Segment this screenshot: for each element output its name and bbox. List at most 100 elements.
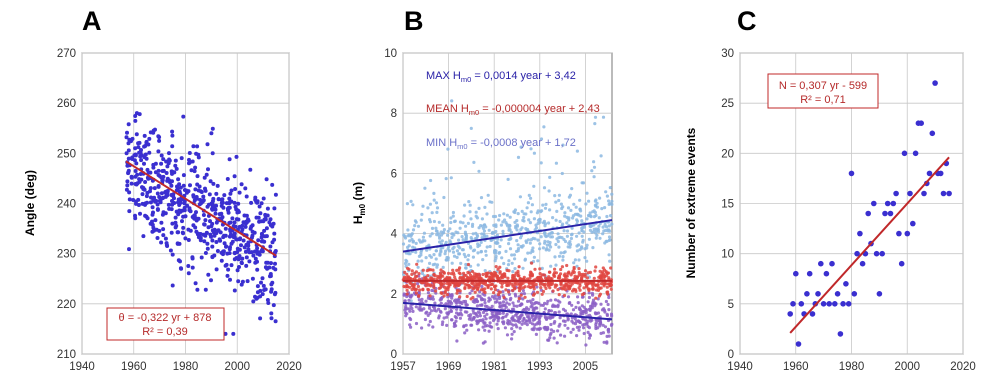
panel-b-point xyxy=(441,223,445,227)
panel-b-point xyxy=(510,288,515,292)
panel-b-point xyxy=(565,221,569,225)
panel-b-point xyxy=(577,325,582,329)
panel-a-point xyxy=(253,294,257,299)
panel-b-point xyxy=(483,328,487,332)
panel-a-point xyxy=(243,249,248,254)
panel-b-point xyxy=(494,314,498,318)
panel-b-point xyxy=(588,211,592,215)
panel-a-point xyxy=(195,174,200,179)
panel-b-point xyxy=(598,286,602,290)
panel-b-point xyxy=(518,303,523,307)
panel-b-point xyxy=(522,277,526,281)
panel-c-point xyxy=(829,260,835,267)
panel-b-point xyxy=(428,311,432,315)
panel-b-point xyxy=(499,276,503,280)
panel-b-point xyxy=(594,312,598,316)
panel-a-point xyxy=(171,170,176,175)
panel-b-point xyxy=(466,270,470,275)
panel-b-point xyxy=(405,283,409,287)
panel-a-ytick-label: 230 xyxy=(57,249,76,261)
panel-b-point xyxy=(538,242,542,246)
panel-b-point xyxy=(420,281,425,285)
panel-a-point xyxy=(229,263,234,268)
panel-b-point xyxy=(605,273,609,278)
panel-b-point xyxy=(431,263,435,267)
panel-b-point xyxy=(548,175,552,179)
panel-b-point xyxy=(582,331,586,336)
panel-a-ytick-label: 270 xyxy=(57,48,76,60)
panel-b-point xyxy=(444,177,448,181)
panel-b-point xyxy=(610,192,614,196)
panel-b-point xyxy=(450,99,454,103)
panel-a-point xyxy=(196,235,201,240)
panel-b-point xyxy=(608,238,612,242)
panel-b-point xyxy=(453,283,457,287)
panel-b-point xyxy=(597,294,602,298)
panel-a-point xyxy=(264,234,269,239)
panel-a-xtick-label: 1980 xyxy=(173,361,199,373)
panel-a-point xyxy=(165,244,170,248)
panel-b-point xyxy=(417,272,421,276)
panel-a-point xyxy=(245,279,250,284)
panel-a-point xyxy=(249,200,254,205)
panel-b-point xyxy=(582,326,586,330)
panel-b-point xyxy=(487,296,491,300)
panel-b-point xyxy=(577,258,581,262)
panel-b-point xyxy=(574,305,578,309)
panel-b-point xyxy=(508,215,512,219)
panel-b-point xyxy=(427,323,431,327)
panel-a-point xyxy=(195,287,200,292)
panel-b-point xyxy=(502,212,506,216)
panel-b-point xyxy=(534,282,538,286)
panel-a-point xyxy=(261,196,266,201)
panel-b-point xyxy=(409,282,413,286)
panel-b-point xyxy=(463,286,467,291)
panel-a-point xyxy=(209,278,213,283)
panel-b-point xyxy=(410,269,414,273)
panel-a-point xyxy=(229,188,234,193)
panel-b-point xyxy=(420,297,424,301)
panel-a-point xyxy=(177,182,182,187)
panel-b-point xyxy=(457,252,462,256)
panel-a-point xyxy=(237,247,242,252)
panel-b-point xyxy=(530,322,535,326)
panel-b-point xyxy=(576,301,580,305)
panel-b-point xyxy=(480,284,484,289)
panel-a-point xyxy=(257,219,262,224)
panel-b-point xyxy=(548,208,552,212)
panel-b-point xyxy=(525,206,529,210)
panel-b-point xyxy=(580,293,585,297)
panel-b-point xyxy=(539,137,544,141)
panel-a-point xyxy=(143,213,148,218)
panel-b-point xyxy=(438,281,442,285)
panel-c-point xyxy=(820,301,827,307)
panel-b-point xyxy=(471,249,475,253)
panel-b-point xyxy=(429,309,434,313)
panel-b-trend-line xyxy=(402,301,613,321)
panel-b-point xyxy=(444,258,448,262)
panel-a-point xyxy=(178,185,183,190)
panel-a-point xyxy=(142,161,146,166)
panel-c-point xyxy=(793,270,799,277)
panel-b-point xyxy=(550,235,555,239)
panel-b-point xyxy=(569,208,573,212)
panel-b-point xyxy=(586,300,590,304)
panel-b-point xyxy=(567,270,571,274)
panel-b-point xyxy=(569,330,573,334)
panel-b-point xyxy=(562,229,566,233)
panel-b-point xyxy=(414,321,419,326)
panel-b-point xyxy=(405,288,409,292)
panel-b-point xyxy=(477,274,482,278)
panel-b-point xyxy=(570,282,574,286)
panel-b-point xyxy=(588,228,593,232)
panel-b-point xyxy=(453,315,457,319)
panel-b-point xyxy=(475,304,479,308)
panel-b-point xyxy=(563,275,568,279)
panel-b-point xyxy=(554,263,558,267)
panel-a-point xyxy=(236,257,241,262)
panel-b-point xyxy=(422,276,426,280)
panel-b-point xyxy=(451,250,456,254)
panel-b-point xyxy=(596,283,600,287)
panel-b-point xyxy=(559,272,563,276)
